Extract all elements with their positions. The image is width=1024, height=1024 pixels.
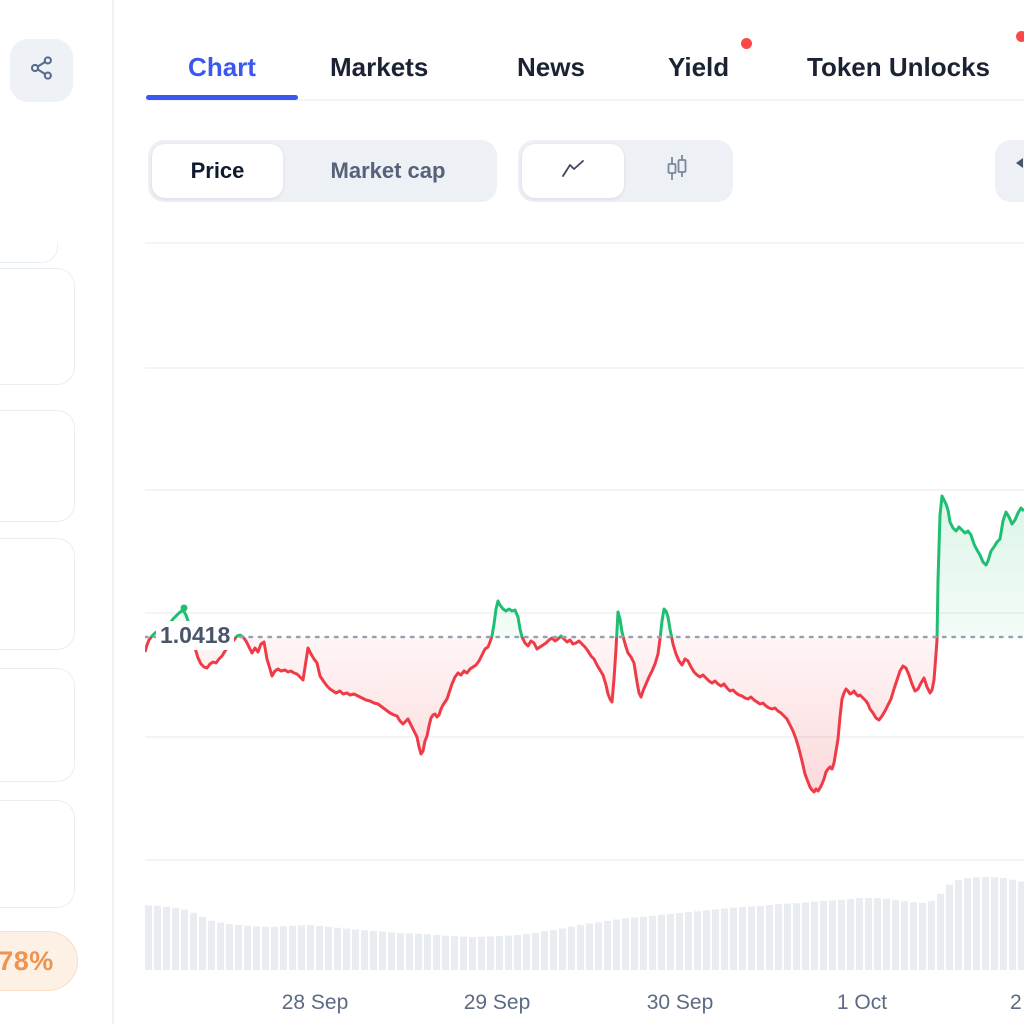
xtick-29-sep: 29 Sep [463,991,531,1014]
active-tab-underline [146,95,298,100]
sidebar-card-edge [0,243,58,263]
chart-type-line[interactable] [522,144,624,198]
tab-markets[interactable]: Markets [330,52,429,82]
xtick-28-sep: 28 Sep [281,991,349,1014]
sidebar-card-2 [0,410,75,522]
line-chart-icon [560,158,586,185]
chart-type-candlestick[interactable] [624,154,729,189]
price-chart[interactable] [143,240,1024,970]
metric-toggle: Price Market cap [148,140,497,202]
sidebar-card-4 [0,668,75,782]
tab-yield[interactable]: Yield [668,52,730,82]
share-icon [28,54,56,87]
xtick-30-sep: 30 Sep [646,991,714,1014]
xtick-2-oct: 2 Oct [1010,991,1024,1014]
price-line [145,494,1024,794]
chart-type-toggle [518,140,733,202]
sidebar-card-5 [0,800,75,908]
percentage-badge-value: 78% [0,945,54,976]
percentage-badge: 78% [0,931,78,991]
tab-token-unlocks[interactable]: Token Unlocks [807,52,991,82]
sidebar-card-1: o i [0,268,75,385]
sidebar-divider [112,0,114,1024]
metric-toggle-price[interactable]: Price [152,144,283,198]
tab-bar [145,0,1024,101]
xtick-1-oct: 1 Oct [836,991,888,1014]
tab-news[interactable]: News [517,52,585,82]
volume-bars [145,877,1024,970]
sidebar-card-3 [0,538,75,650]
gridlines [145,242,1024,861]
metric-toggle-market-cap[interactable]: Market cap [330,158,446,183]
price-chart-canvas[interactable] [143,240,1024,970]
share-button[interactable] [10,39,73,102]
chart-tool-button-partial[interactable] [995,140,1024,202]
chart-tool-icon [1016,158,1023,168]
candlestick-icon [664,154,690,189]
baseline-dotted-line [143,604,1024,639]
price-area-fill [145,496,1024,792]
baseline-price-label: 1.0418 [156,621,235,650]
token-unlocks-notification-dot [1016,31,1024,42]
tab-chart[interactable]: Chart [188,52,256,82]
yield-notification-dot [741,38,752,49]
